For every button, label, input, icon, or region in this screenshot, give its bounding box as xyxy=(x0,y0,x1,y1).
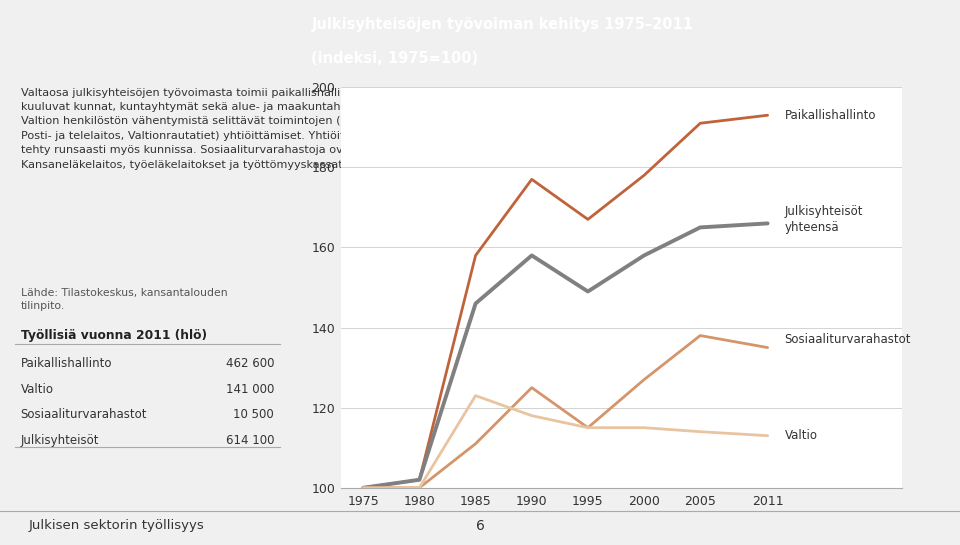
Text: Paikallishallinto: Paikallishallinto xyxy=(20,357,112,370)
Text: 6: 6 xyxy=(475,518,485,532)
Text: Julkisen sektorin työllisyys: Julkisen sektorin työllisyys xyxy=(29,519,204,532)
Text: Julkisyhteisöt
yhteensä: Julkisyhteisöt yhteensä xyxy=(784,205,863,234)
Text: Sosiaaliturvarahastot: Sosiaaliturvarahastot xyxy=(20,408,147,421)
Text: Julkisyhteisöjen työvoiman kehitys 1975–2011: Julkisyhteisöjen työvoiman kehitys 1975–… xyxy=(311,17,693,32)
Text: Paikallishallinto: Paikallishallinto xyxy=(784,109,876,122)
Text: Valtio: Valtio xyxy=(20,383,54,396)
Text: Työllisiä vuonna 2011 (hlö): Työllisiä vuonna 2011 (hlö) xyxy=(20,329,206,342)
Text: 614 100: 614 100 xyxy=(226,434,275,447)
Text: (indeksi, 1975=100): (indeksi, 1975=100) xyxy=(311,51,478,66)
Text: 462 600: 462 600 xyxy=(226,357,275,370)
Text: Julkisyhteisöt: Julkisyhteisöt xyxy=(20,434,99,447)
Text: Valtio: Valtio xyxy=(784,429,818,442)
Text: 10 500: 10 500 xyxy=(233,408,275,421)
Text: Sosiaaliturvarahastot: Sosiaaliturvarahastot xyxy=(784,333,911,346)
Text: Lähde: Tilastokeskus, kansantalouden
tilinpito.: Lähde: Tilastokeskus, kansantalouden til… xyxy=(20,288,228,311)
Text: Valtaosa julkisyhteisöjen työvoimasta toimii paikallishallinnossa, johon
kuuluva: Valtaosa julkisyhteisöjen työvoimasta to… xyxy=(20,88,418,169)
Text: 141 000: 141 000 xyxy=(226,383,275,396)
